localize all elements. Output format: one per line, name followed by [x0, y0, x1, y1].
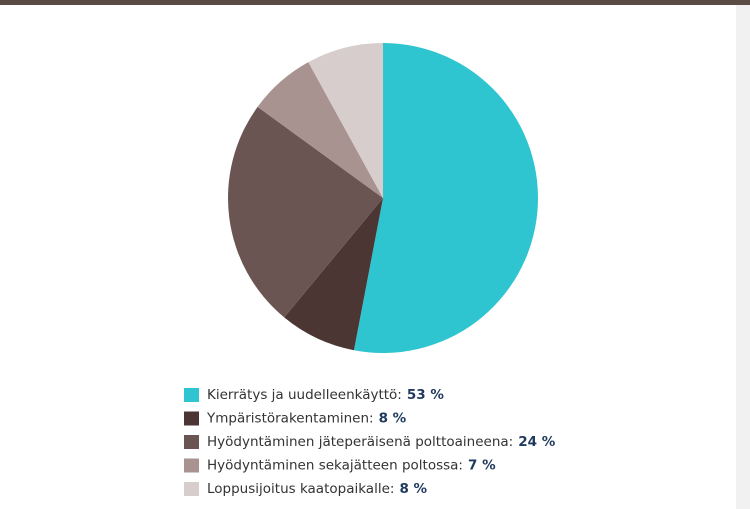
legend-label: Ympäristörakentaminen: [206, 411, 374, 427]
legend-value: 8 % [399, 481, 427, 497]
legend-value: 7 % [468, 458, 496, 474]
pie-slice [284, 198, 383, 351]
pie-slice [257, 62, 383, 198]
pie-slice [308, 43, 383, 198]
legend-value: 8 % [379, 411, 407, 427]
legend-entry: Hyödyntäminen sekajätteen poltossa: 7 % [207, 458, 496, 474]
legend-value: 53 % [407, 387, 444, 403]
legend-entry: Loppusijoitus kaatopaikalle: 8 % [207, 481, 428, 497]
legend-swatch [184, 482, 199, 496]
legend-entry: Hyödyntäminen jäteperäisenä polttoaineen… [207, 434, 556, 450]
legend-swatch [184, 458, 199, 473]
pie-slice [228, 106, 383, 318]
pie-slice [353, 43, 538, 354]
legend-label: Kierrätys ja uudelleenkäyttö: [207, 387, 402, 403]
legend-swatch [184, 388, 199, 402]
top-bar [0, 0, 750, 5]
legend-label: Hyödyntäminen jäteperäisenä polttoaineen… [207, 434, 513, 450]
legend-entry: Ympäristörakentaminen: 8 % [206, 411, 407, 427]
legend-label: Loppusijoitus kaatopaikalle: [207, 481, 394, 497]
legend-swatch [184, 435, 199, 449]
legend-entry: Kierrätys ja uudelleenkäyttö: 53 % [207, 387, 444, 403]
legend-swatch [184, 411, 199, 426]
legend-value: 24 % [518, 434, 555, 450]
legend-label: Hyödyntäminen sekajätteen poltossa: [207, 458, 463, 474]
